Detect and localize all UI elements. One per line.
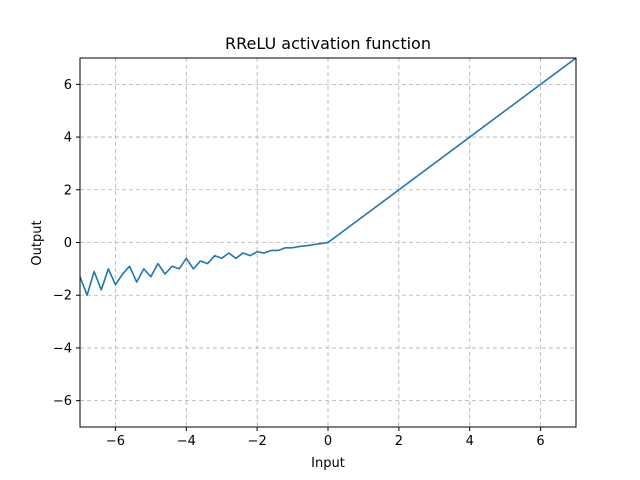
x-tick-label: 6: [536, 434, 544, 449]
ticks: −6 −4 −2 0 2 4 6 −6 −4 −2 0 2 4 6: [53, 78, 545, 449]
y-tick-label: 6: [64, 78, 72, 93]
plot-area: [79, 57, 577, 297]
x-tick-label: 2: [395, 434, 403, 449]
y-tick-label: 4: [64, 131, 72, 146]
y-tick-label: −2: [53, 289, 72, 304]
x-tick-label: −2: [248, 434, 267, 449]
y-tick-label: 2: [64, 183, 72, 198]
x-tick-label: 0: [324, 434, 332, 449]
y-tick-label: −4: [53, 341, 72, 356]
y-tick-label: −6: [53, 394, 72, 409]
x-tick-label: −6: [106, 434, 125, 449]
x-tick-label: −4: [177, 434, 196, 449]
x-tick-label: 4: [466, 434, 474, 449]
y-axis-label: Output: [30, 220, 45, 265]
x-axis-label: Input: [311, 456, 345, 471]
y-tick-label: 0: [64, 236, 72, 251]
rrelu-line: [79, 57, 577, 297]
chart-title: RReLU activation function: [225, 34, 431, 53]
